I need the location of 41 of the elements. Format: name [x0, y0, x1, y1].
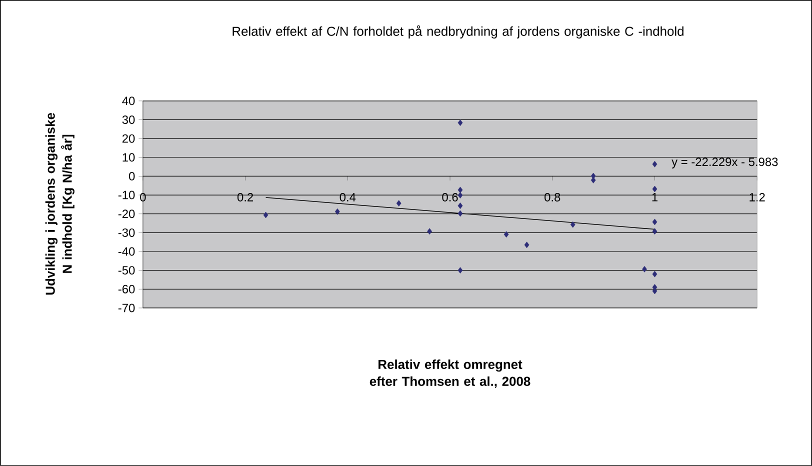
y-tick-label: -50	[118, 266, 135, 275]
x-tick-label: 0	[140, 193, 146, 202]
y-tick-label: -20	[118, 210, 135, 218]
y-tick-label: -70	[118, 304, 135, 312]
x-tick-label: 0.4	[340, 193, 356, 202]
point	[334, 208, 340, 215]
annotation: y = -22.229x - 5.983	[672, 158, 778, 168]
point	[458, 202, 463, 209]
y-tick-label: -40	[118, 247, 135, 256]
y-axis-title: Udvikling i jordens organiske N indhold [Kg N/ha år]	[45, 113, 74, 295]
x-tick-label: 0.6	[442, 193, 458, 202]
point	[458, 192, 463, 198]
y-tick-label: -30	[118, 228, 135, 237]
y-tick-label: -60	[118, 284, 135, 294]
y-tick-label: 10	[122, 153, 135, 162]
y-tick-label: 20	[122, 134, 135, 143]
y-tick-label: 30	[122, 116, 135, 124]
point	[570, 221, 576, 228]
point	[396, 200, 402, 207]
point	[652, 218, 658, 226]
point	[263, 212, 268, 218]
x-tick-label: 0.2	[237, 193, 254, 202]
chart-title: Relativ effekt af C/N forholdet på nedbrydning af jordens organiske C -indhold	[232, 25, 684, 39]
point	[427, 228, 432, 235]
y-tick-label: 40	[122, 96, 135, 106]
point	[458, 210, 463, 217]
point	[458, 267, 463, 274]
point	[652, 228, 658, 235]
point	[458, 120, 463, 126]
point	[652, 270, 658, 278]
x-axis-title: Relativ effekt omregnet efter Thomsen et al., 2008	[370, 360, 530, 388]
y-tick-label: 0	[128, 172, 135, 180]
y-tick-label: -10	[118, 190, 135, 200]
point	[524, 242, 530, 248]
point	[652, 186, 658, 192]
point	[642, 266, 647, 272]
point	[458, 186, 463, 194]
x-tick-label: 1.2	[750, 193, 765, 202]
point	[504, 231, 509, 238]
x-tick-label: 0.8	[544, 193, 560, 202]
point	[652, 161, 658, 168]
